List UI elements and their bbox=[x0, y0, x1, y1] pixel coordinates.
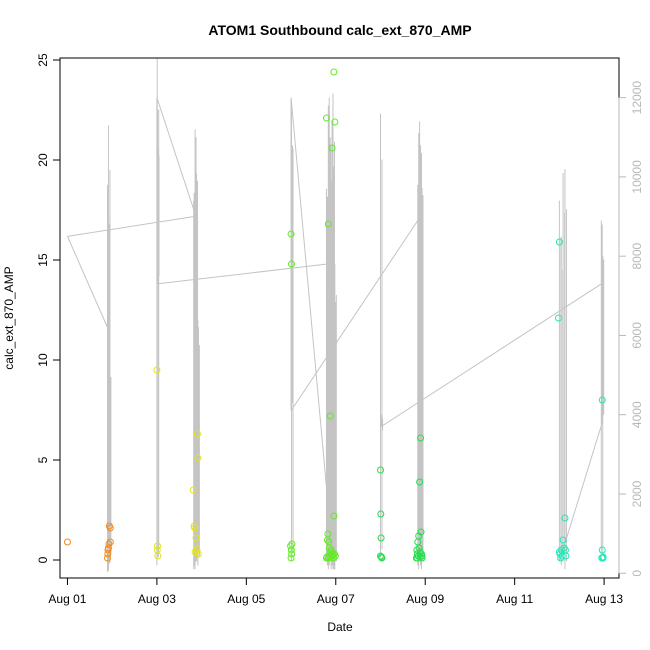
data-point bbox=[324, 220, 332, 228]
data-point bbox=[193, 430, 201, 438]
data-point bbox=[562, 552, 570, 560]
data-point bbox=[328, 144, 336, 152]
y-tick-label: 15 bbox=[36, 253, 50, 267]
data-point bbox=[104, 544, 112, 552]
y2-tick-label: 0 bbox=[630, 570, 644, 577]
data-point bbox=[154, 542, 162, 550]
x-tick-label: Aug 03 bbox=[138, 592, 176, 606]
x-tick-label: Aug 01 bbox=[48, 592, 86, 606]
data-point bbox=[324, 530, 332, 538]
data-point bbox=[322, 114, 330, 122]
data-point bbox=[331, 552, 339, 560]
y-tick-label: 25 bbox=[36, 53, 50, 67]
data-point bbox=[376, 552, 384, 560]
data-point bbox=[560, 544, 568, 552]
data-point bbox=[417, 434, 425, 442]
data-point bbox=[416, 548, 424, 556]
y-tick-label: 10 bbox=[36, 353, 50, 367]
x-tick-label: Aug 11 bbox=[496, 592, 533, 606]
y2-tick-label: 2000 bbox=[630, 480, 644, 507]
x-axis-label: Date bbox=[327, 620, 353, 634]
y-tick-label: 20 bbox=[36, 153, 50, 167]
data-point bbox=[63, 538, 71, 546]
data-point bbox=[561, 514, 569, 522]
data-point bbox=[287, 546, 295, 554]
y2-tick-label: 6000 bbox=[630, 322, 644, 349]
x-tick-label: Aug 07 bbox=[317, 592, 355, 606]
data-point bbox=[329, 554, 337, 562]
data-point bbox=[326, 412, 334, 420]
data-point bbox=[416, 478, 424, 486]
data-point bbox=[418, 554, 426, 562]
y2-tick-label: 12000 bbox=[630, 81, 644, 115]
chart-title: ATOM1 Southbound calc_ext_870_AMP bbox=[208, 22, 471, 38]
data-point bbox=[194, 454, 202, 462]
data-point bbox=[153, 366, 161, 374]
data-point bbox=[154, 552, 162, 560]
data-point bbox=[189, 486, 197, 494]
data-point bbox=[376, 466, 384, 474]
data-point bbox=[192, 534, 200, 542]
data-point bbox=[377, 510, 385, 518]
y2-tick-label: 4000 bbox=[630, 401, 644, 428]
secondary-series-layer bbox=[66, 58, 605, 573]
data-point bbox=[287, 542, 295, 550]
data-point bbox=[105, 540, 113, 548]
data-point bbox=[194, 550, 202, 558]
data-point bbox=[413, 554, 421, 562]
data-point bbox=[378, 554, 386, 562]
data-point bbox=[288, 550, 296, 558]
secondary-series-line bbox=[66, 58, 605, 573]
data-point bbox=[556, 550, 564, 558]
data-point bbox=[330, 512, 338, 520]
data-point bbox=[331, 118, 339, 126]
data-point bbox=[417, 528, 425, 536]
y2-tick-label: 8000 bbox=[630, 243, 644, 270]
y-tick-label: 5 bbox=[36, 456, 50, 463]
x-tick-label: Aug 09 bbox=[406, 592, 444, 606]
data-point bbox=[288, 260, 296, 268]
data-point bbox=[598, 396, 606, 404]
data-point bbox=[555, 238, 563, 246]
axes-layer: Aug 01 Aug 03 Aug 05 Aug 07 Aug 09 Aug 11 Aug … bbox=[36, 53, 644, 606]
x-tick-label: Aug 13 bbox=[585, 592, 623, 606]
data-point bbox=[193, 546, 201, 554]
data-point bbox=[415, 544, 423, 552]
data-point bbox=[330, 68, 338, 76]
y-tick-label: 0 bbox=[36, 556, 50, 563]
data-point bbox=[191, 524, 199, 532]
data-point bbox=[558, 552, 566, 560]
x-tick-label: Aug 05 bbox=[227, 592, 265, 606]
y-axis-label: calc_ext_870_AMP bbox=[2, 266, 16, 369]
data-point bbox=[599, 553, 607, 561]
data-point bbox=[325, 544, 333, 552]
data-point bbox=[415, 532, 423, 540]
y2-tick-label: 10000 bbox=[630, 160, 644, 194]
data-point bbox=[377, 534, 385, 542]
data-point bbox=[324, 554, 332, 562]
data-point bbox=[287, 230, 295, 238]
data-point bbox=[559, 536, 567, 544]
data-point bbox=[106, 538, 114, 546]
data-points-layer bbox=[63, 68, 607, 562]
data-point bbox=[554, 314, 562, 322]
data-point bbox=[104, 554, 112, 562]
data-point bbox=[598, 546, 606, 554]
data-point bbox=[106, 524, 114, 532]
data-point bbox=[287, 554, 295, 562]
